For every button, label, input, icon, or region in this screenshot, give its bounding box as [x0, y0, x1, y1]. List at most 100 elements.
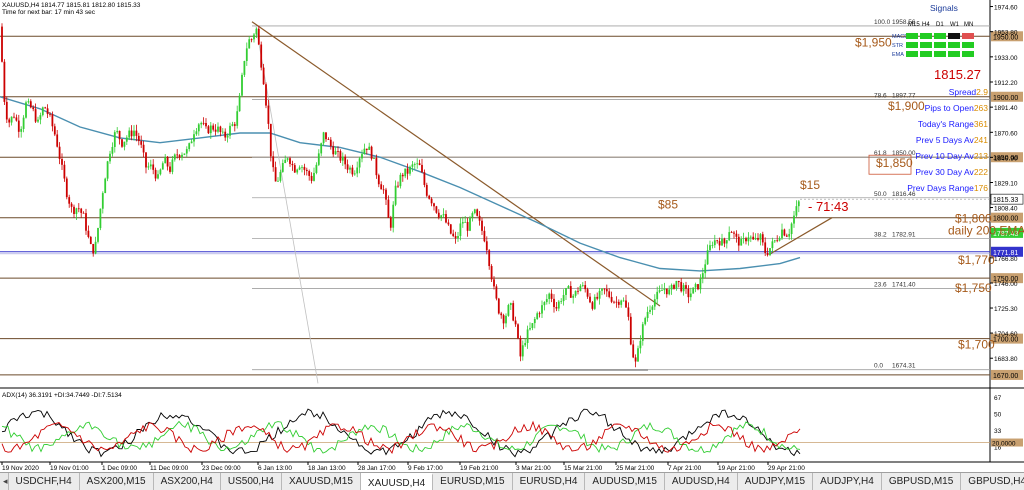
candle-body: [226, 135, 229, 138]
time-axis-tick-label: 23 Dec 09:00: [202, 465, 241, 472]
candle: [569, 281, 572, 298]
candle-body: [329, 139, 332, 147]
candle-body: [373, 158, 375, 159]
candle-body: [781, 229, 783, 239]
candle: [296, 168, 299, 175]
candle: [634, 354, 637, 368]
candle-body: [730, 232, 733, 233]
candle-body: [579, 285, 582, 292]
signal-indicator-cell: [920, 51, 932, 57]
candle: [63, 160, 66, 182]
chart-tab[interactable]: AUDUSD,H4: [664, 473, 738, 490]
candle-body: [284, 159, 287, 164]
candle-body: [433, 203, 435, 207]
chart-tab[interactable]: EURUSD,H4: [512, 473, 586, 490]
candle-body: [183, 153, 186, 155]
candle-body: [106, 161, 109, 179]
candle-body: [116, 130, 119, 133]
chart-tab[interactable]: AUDJPY,M15: [737, 473, 814, 490]
candle-body: [392, 204, 395, 228]
candle: [27, 98, 30, 104]
candle-body: [644, 318, 647, 325]
candle: [709, 240, 711, 252]
chart-tab[interactable]: ASX200,H4: [153, 473, 221, 490]
candle-body: [737, 236, 740, 246]
chart-tab[interactable]: AUDUSD,M15: [585, 473, 665, 490]
candle-body: [334, 151, 337, 155]
fibonacci-ratio-label: 100.0: [874, 19, 891, 26]
candle-body: [454, 236, 457, 239]
price-axis-tick-label: 1953.80: [994, 30, 1018, 37]
candle: [493, 276, 495, 290]
candle: [80, 207, 83, 218]
candle: [795, 200, 798, 218]
level-price-tag-bg: [991, 273, 1023, 284]
candle: [10, 116, 13, 126]
candle: [25, 100, 27, 119]
candle: [325, 132, 327, 142]
candle: [176, 149, 179, 159]
candle-body: [171, 159, 174, 172]
chart-tab[interactable]: US500,H4: [220, 473, 282, 490]
candle-body: [3, 61, 6, 102]
candle: [94, 236, 97, 255]
candle-body: [658, 290, 661, 292]
candle-body: [272, 156, 275, 168]
candle: [123, 141, 126, 151]
candle: [656, 286, 659, 305]
chart-tab[interactable]: GBPUSD,H4: [961, 473, 1024, 490]
chart-tab[interactable]: XAUUSD,H4: [360, 473, 434, 490]
candle: [668, 285, 671, 296]
candle: [161, 161, 164, 170]
candle-body: [145, 152, 147, 168]
price-axis-tick-label: 1746.00: [994, 281, 1018, 288]
candle: [37, 116, 39, 124]
candle-body: [303, 166, 306, 170]
signal-indicator-cell: [934, 51, 946, 57]
candle-body: [637, 348, 639, 362]
candle: [759, 233, 762, 246]
candle: [737, 233, 740, 251]
candle: [524, 338, 527, 347]
candle-body: [166, 157, 169, 167]
candle-body: [675, 280, 678, 289]
chart-tab[interactable]: XAUUSD,M15: [282, 473, 361, 490]
candle-body: [99, 208, 102, 229]
chart-tab[interactable]: ASX200,M15: [79, 473, 154, 490]
signals-timeframe-label: W1: [950, 22, 960, 28]
chart-tab[interactable]: GBPUSD,M15: [881, 473, 962, 490]
chart-tab[interactable]: USDCHF,H4: [8, 473, 80, 490]
candle-body: [10, 116, 13, 123]
candle-body: [481, 220, 483, 231]
candle: [682, 282, 685, 296]
candle-body: [29, 101, 32, 108]
candle-body: [529, 328, 531, 330]
candle: [613, 300, 615, 304]
candle: [82, 211, 85, 214]
candle: [310, 172, 313, 184]
chart-canvas[interactable]: 1950.00 1900.00 1850.00 1800.00 1750.00 1700.…: [0, 0, 1024, 472]
tab-scroll-left-icon[interactable]: ◂: [0, 473, 9, 490]
candle-body: [404, 168, 407, 177]
chart-tab[interactable]: EURUSD,M15: [433, 473, 513, 490]
candle: [747, 232, 750, 246]
candle: [145, 152, 147, 174]
candle: [8, 117, 11, 128]
candle-body: [75, 208, 78, 214]
candle-body: [65, 178, 68, 198]
candle-body: [483, 230, 486, 242]
candle: [358, 156, 361, 174]
chart-tab[interactable]: AUDJPY,H4: [813, 473, 882, 490]
candle-body: [704, 264, 707, 274]
candle-body: [125, 137, 128, 142]
candle-body: [562, 294, 565, 302]
candle-body: [341, 156, 344, 161]
candle: [572, 294, 575, 304]
candle: [752, 232, 755, 241]
candle: [327, 137, 330, 140]
candle-body: [250, 39, 253, 41]
candle-body: [572, 295, 575, 298]
candle-body: [497, 298, 500, 314]
candle-body: [291, 163, 294, 166]
